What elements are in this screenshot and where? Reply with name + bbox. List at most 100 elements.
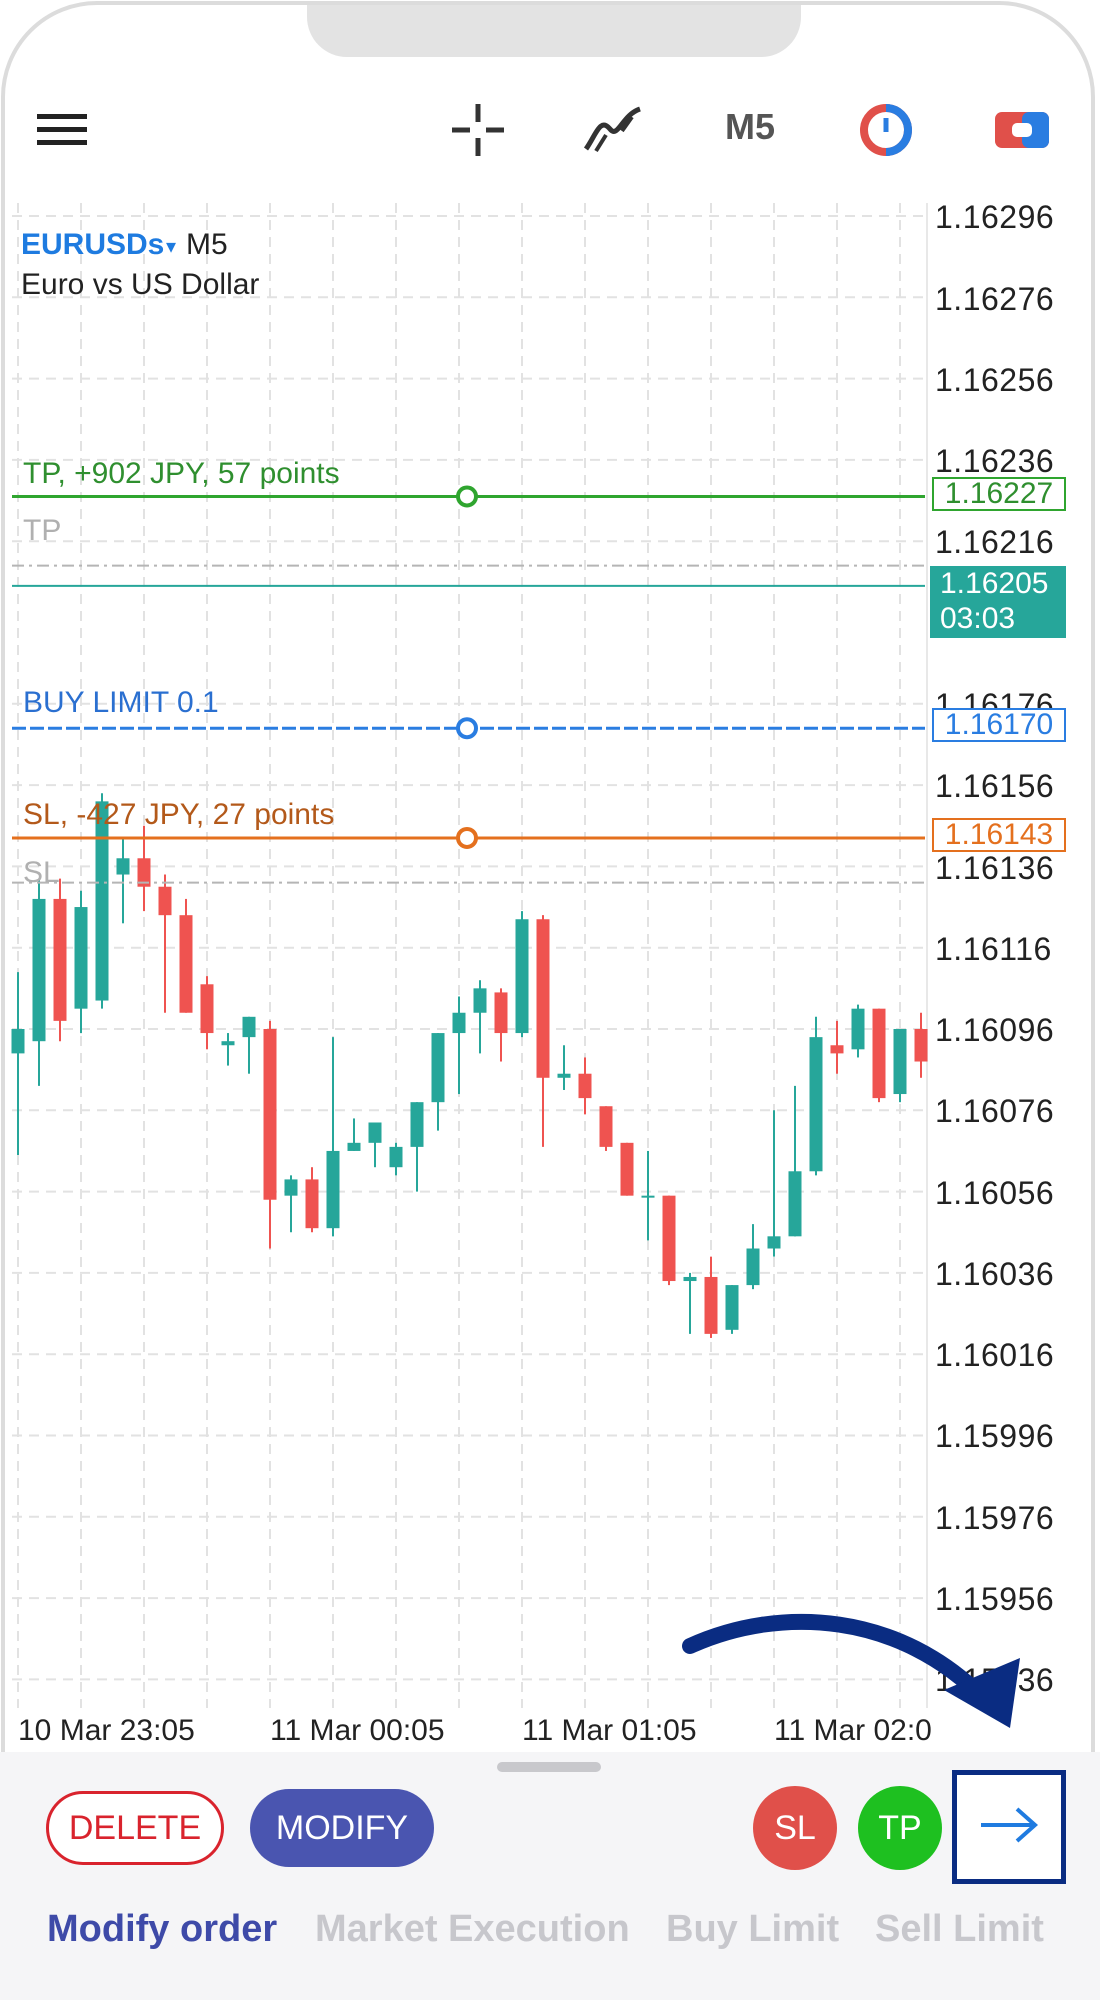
candle-body — [578, 1073, 592, 1099]
sl-price-tag: 1.16143 — [932, 818, 1066, 852]
y-axis-label: 1.16156 — [935, 768, 1055, 804]
candle-body — [263, 1029, 277, 1200]
y-axis-label: 1.16056 — [935, 1175, 1055, 1211]
candle-body — [95, 801, 109, 1001]
candle-body — [830, 1045, 844, 1054]
bid-price-tag: 1.16205 03:03 — [930, 566, 1066, 638]
candle-body — [599, 1106, 613, 1147]
candle-body — [893, 1029, 907, 1095]
phone-notch — [307, 5, 801, 57]
y-axis-label: 1.16036 — [935, 1256, 1055, 1292]
one-click-timer-icon[interactable] — [856, 98, 916, 162]
indicators-icon[interactable] — [580, 98, 646, 162]
x-axis-label: 11 Mar 01:05 — [522, 1714, 697, 1747]
symbol-name[interactable]: EURUSDs — [21, 228, 165, 261]
candle-body — [200, 984, 214, 1034]
candle-body — [851, 1008, 865, 1050]
tp-line-label[interactable]: TP, +902 JPY, 57 points — [23, 457, 340, 490]
tab-modify-order[interactable]: Modify order — [47, 1908, 278, 1950]
buy-limit-price-tag: 1.16170 — [932, 708, 1066, 742]
sl-drag-handle — [456, 826, 478, 849]
tab-sell-limit[interactable]: Sell Limit — [875, 1908, 1044, 1950]
y-axis-label: 1.16016 — [935, 1337, 1055, 1373]
delete-button[interactable]: DELETE — [46, 1791, 224, 1865]
candle-body — [242, 1016, 256, 1038]
candle-body — [914, 1029, 928, 1062]
tp-button[interactable]: TP — [858, 1786, 942, 1870]
symbol-description: Euro vs US Dollar — [21, 268, 260, 301]
y-axis-label: 1.16216 — [935, 524, 1055, 560]
sl-ghost-label: SL — [23, 856, 60, 889]
y-axis-label: 1.15976 — [935, 1500, 1055, 1536]
candle-body — [305, 1179, 319, 1229]
y-axis-label: 1.16276 — [935, 281, 1055, 317]
candle-body — [53, 898, 67, 1021]
y-axis-label: 1.15936 — [935, 1662, 1055, 1698]
y-axis-label: 1.15996 — [935, 1418, 1055, 1454]
candle-body — [410, 1102, 424, 1147]
candle-body — [284, 1179, 298, 1196]
crosshair-icon[interactable] — [448, 98, 508, 162]
candle-body — [368, 1122, 382, 1143]
arrow-right-icon — [977, 1805, 1041, 1850]
candle-body — [683, 1276, 697, 1282]
buy-limit-label[interactable]: BUY LIMIT 0.1 — [23, 686, 219, 719]
candle-body — [74, 907, 88, 1009]
candle-body — [725, 1285, 739, 1330]
symbol-timeframe: M5 — [186, 228, 228, 261]
candle-body — [662, 1195, 676, 1282]
timeframe-selector[interactable]: M5 — [724, 106, 775, 147]
candle-body — [536, 919, 550, 1078]
bid-price: 1.16205 — [940, 567, 1049, 600]
candle-body — [389, 1146, 403, 1168]
tab-buy-limit[interactable]: Buy Limit — [666, 1908, 840, 1950]
candle-body — [788, 1171, 802, 1237]
tp-price-tag: 1.16227 — [932, 477, 1066, 511]
y-axis-label: 1.16256 — [935, 362, 1055, 398]
y-axis-label: 1.16116 — [935, 931, 1052, 967]
hamburger-menu-icon[interactable] — [36, 98, 88, 162]
y-axis-label: 1.15956 — [935, 1581, 1055, 1617]
candle-body — [326, 1150, 340, 1229]
order-panel — [0, 1752, 1100, 2000]
candle-body — [515, 919, 529, 1034]
candle-body — [158, 886, 172, 916]
trade-icon[interactable] — [992, 98, 1052, 162]
candle-body — [494, 992, 508, 1034]
modify-button[interactable]: MODIFY — [250, 1789, 434, 1867]
candle-body — [11, 1029, 25, 1054]
candle-body — [767, 1236, 781, 1249]
symbol-dropdown-icon[interactable]: ▾ — [166, 236, 177, 258]
sl-button[interactable]: SL — [753, 1786, 837, 1870]
y-axis-label: 1.16296 — [935, 199, 1055, 235]
y-axis-label: 1.16136 — [935, 850, 1055, 886]
candle-body — [32, 898, 46, 1042]
x-axis-label: 11 Mar 00:05 — [270, 1714, 445, 1747]
tp-ghost-label: TP — [23, 514, 62, 547]
candle-body — [347, 1142, 361, 1151]
buy-limit-drag-handle — [456, 717, 478, 740]
candle-body — [137, 858, 151, 887]
candle-body — [746, 1248, 760, 1286]
candle-body — [221, 1041, 235, 1046]
candle-body — [641, 1195, 655, 1198]
bar-countdown: 03:03 — [940, 602, 1016, 635]
candle-body — [809, 1037, 823, 1172]
candle-body — [116, 858, 130, 875]
panel-drag-handle[interactable] — [497, 1762, 601, 1772]
x-axis-label: 10 Mar 23:05 — [18, 1714, 195, 1747]
tp-drag-handle — [456, 485, 478, 508]
y-axis-label: 1.16076 — [935, 1093, 1055, 1129]
x-axis-label: 11 Mar 02:0 — [774, 1714, 932, 1747]
candle-body — [179, 915, 193, 1013]
tab-market-execution[interactable]: Market Execution — [315, 1908, 630, 1950]
candle-body — [557, 1073, 571, 1078]
candle-body — [872, 1008, 886, 1099]
next-button[interactable] — [952, 1770, 1066, 1884]
candle-body — [473, 988, 487, 1013]
sl-line-label[interactable]: SL, -427 JPY, 27 points — [23, 798, 335, 831]
candle-body — [431, 1033, 445, 1103]
y-axis-label: 1.16096 — [935, 1012, 1055, 1048]
candle-body — [620, 1142, 634, 1196]
